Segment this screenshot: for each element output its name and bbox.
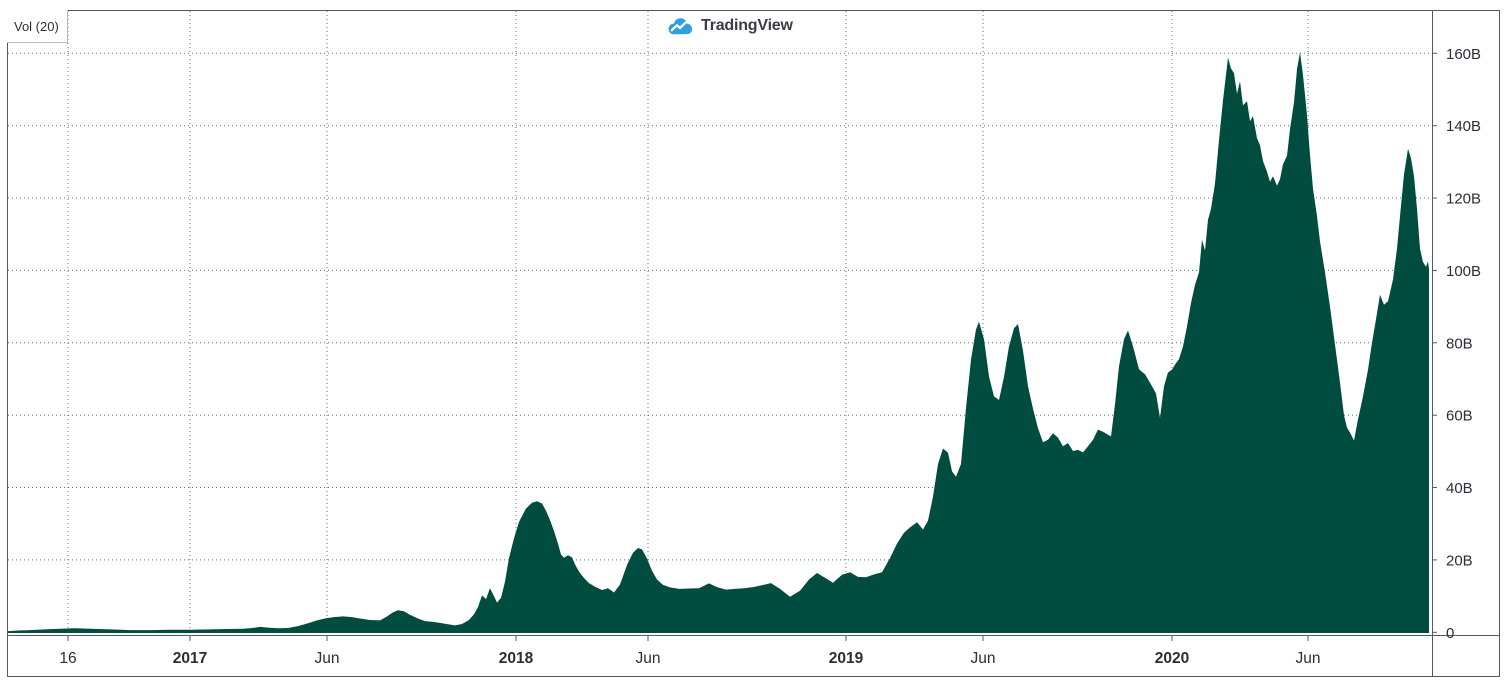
y-axis-label: 100B: [1446, 263, 1481, 280]
volume-area-series[interactable]: [7, 52, 1429, 633]
x-axis-label: 2017: [173, 650, 207, 667]
y-axis-label: 40B: [1446, 480, 1473, 497]
x-axis-label: 2020: [1155, 650, 1189, 667]
y-axis-label: 0: [1446, 625, 1454, 642]
y-axis-labels[interactable]: 160B 140B 120B 100B 80B 60B 40B 20B 0: [1446, 46, 1481, 642]
chart-frame: [7, 10, 1500, 677]
x-axis-label: Jun: [315, 650, 340, 667]
indicator-legend[interactable]: Vol (20): [7, 10, 68, 43]
y-axis-label: 140B: [1446, 118, 1481, 135]
axis-ticks: [67, 52, 1437, 641]
tradingview-brand-text: TradingView: [701, 17, 793, 34]
y-axis-label: 120B: [1446, 191, 1481, 208]
x-axis-labels[interactable]: 16 2017 Jun 2018 Jun 2019 Jun 2020 Jun: [59, 650, 1320, 667]
x-axis-label: Jun: [1296, 650, 1321, 667]
x-axis-label: 16: [59, 650, 76, 667]
y-axis-label: 80B: [1446, 335, 1473, 352]
tradingview-cloud-icon: [668, 17, 693, 34]
x-axis-label: Jun: [971, 650, 996, 667]
x-axis-label: Jun: [636, 650, 661, 667]
y-axis-label: 160B: [1446, 46, 1481, 63]
tradingview-watermark[interactable]: TradingView: [666, 14, 793, 38]
y-axis-label: 20B: [1446, 552, 1473, 569]
indicator-label: Vol (20): [14, 18, 59, 34]
x-axis-label: 2019: [829, 650, 864, 667]
y-axis-label: 60B: [1446, 408, 1473, 425]
x-axis-label: 2018: [499, 650, 534, 667]
